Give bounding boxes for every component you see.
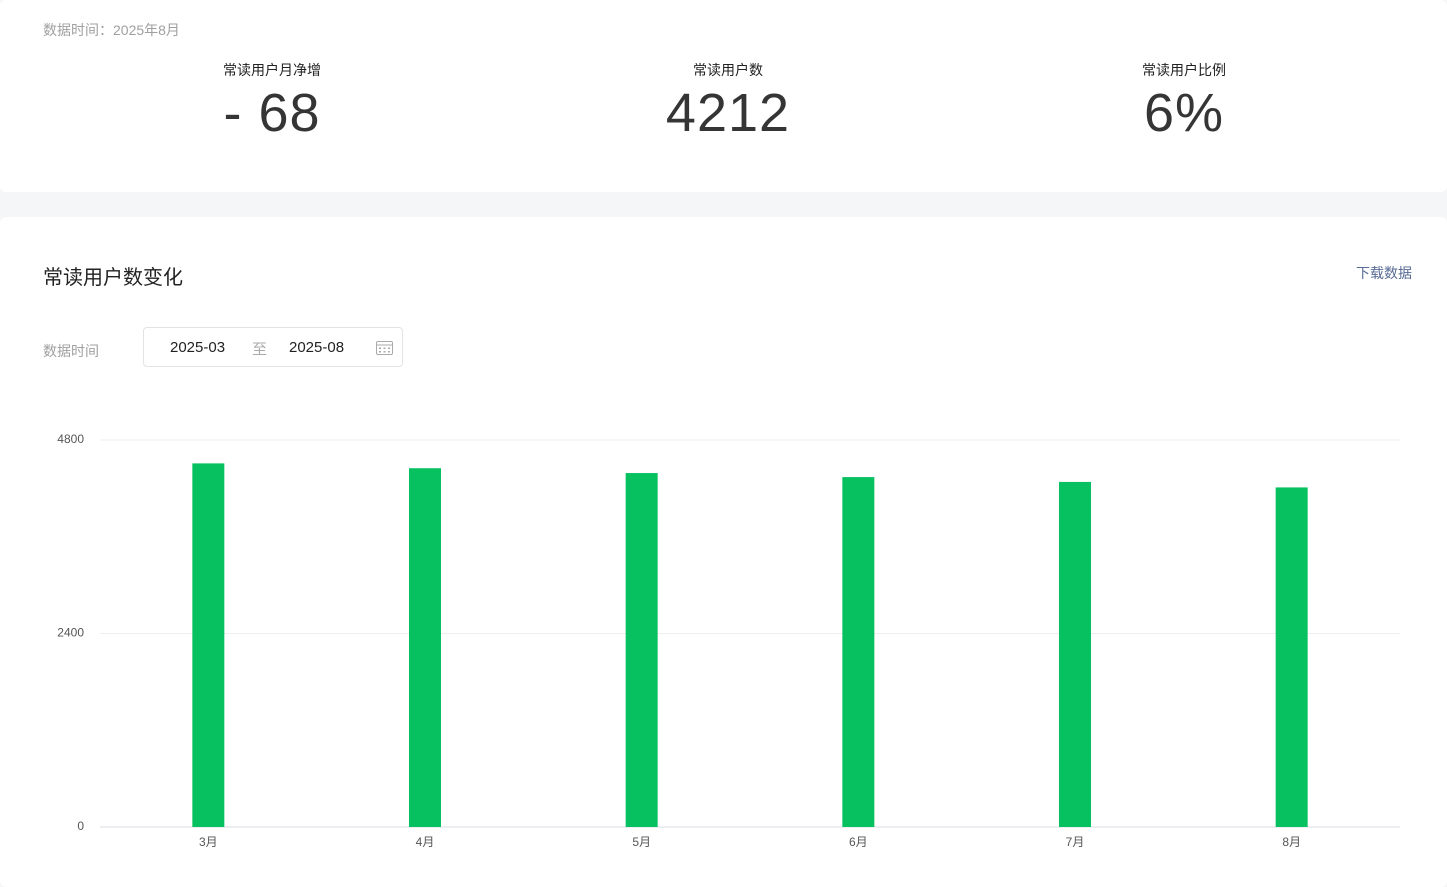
calendar-icon	[376, 341, 393, 355]
bar	[1275, 487, 1308, 827]
x-tick-label: 3月	[199, 835, 218, 849]
stat-value: - 68	[223, 83, 321, 143]
stat-label: 常读用户月净增	[223, 62, 321, 78]
y-tick-label: 2400	[57, 626, 84, 640]
section-title: 常读用户数变化	[43, 267, 183, 289]
y-tick-label: 0	[77, 819, 84, 833]
y-tick-label: 4800	[57, 432, 84, 446]
x-tick-label: 8月	[1282, 835, 1301, 849]
stat-label: 常读用户数	[693, 62, 763, 78]
bar	[1059, 481, 1091, 827]
range-start: 2025-03	[170, 339, 226, 356]
range-end: 2025-08	[289, 339, 345, 356]
stat-value: 6%	[1143, 83, 1225, 143]
bar	[409, 468, 441, 827]
data-time: 数据时间：2025年8月	[43, 22, 180, 38]
summary-card: 数据时间：2025年8月 常读用户月净增 - 68 常读用户数 4212 常读用…	[0, 0, 1447, 192]
range-separator: 至	[252, 341, 268, 358]
download-link[interactable]: 下载数据	[1356, 265, 1412, 281]
stat-value: 4212	[665, 83, 791, 143]
date-range-picker[interactable]: 2025-03 至 2025-08	[143, 327, 403, 367]
filter-label: 数据时间	[43, 343, 99, 359]
bar	[192, 463, 225, 827]
bar	[625, 473, 658, 827]
x-tick-label: 5月	[632, 835, 651, 849]
trend-card: 常读用户数变化 下载数据 数据时间 2025-03 至 2025-08	[0, 217, 1447, 887]
x-tick-label: 4月	[416, 835, 435, 849]
bar	[842, 477, 875, 827]
stat-label: 常读用户比例	[1142, 62, 1226, 78]
x-tick-label: 7月	[1066, 835, 1085, 849]
x-tick-label: 6月	[849, 835, 868, 849]
